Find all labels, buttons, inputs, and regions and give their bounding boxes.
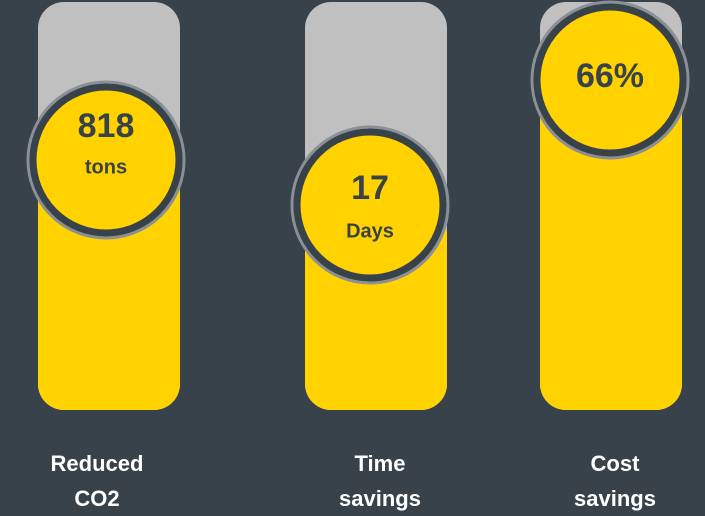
value: 818 xyxy=(78,107,135,145)
label: CO2 xyxy=(74,486,119,511)
badge xyxy=(29,83,183,237)
badge xyxy=(293,128,447,282)
unit: Days xyxy=(346,220,394,242)
badge xyxy=(533,3,687,157)
gauge-1: 818 tons Reduced CO2 xyxy=(26,2,186,511)
label: Cost xyxy=(591,451,641,476)
label: Reduced xyxy=(51,451,144,476)
label: savings xyxy=(574,486,656,511)
badge-border xyxy=(26,80,186,240)
badge-border xyxy=(530,0,690,160)
label: savings xyxy=(339,486,421,511)
gauge-2: 17 Days Time savings xyxy=(290,2,450,511)
label: Time xyxy=(355,451,406,476)
gauge-3: 66% Cost savings xyxy=(530,0,690,511)
unit: tons xyxy=(85,156,127,178)
value: 17 xyxy=(351,169,389,207)
value: 66% xyxy=(576,57,644,95)
badge-border xyxy=(290,125,450,285)
